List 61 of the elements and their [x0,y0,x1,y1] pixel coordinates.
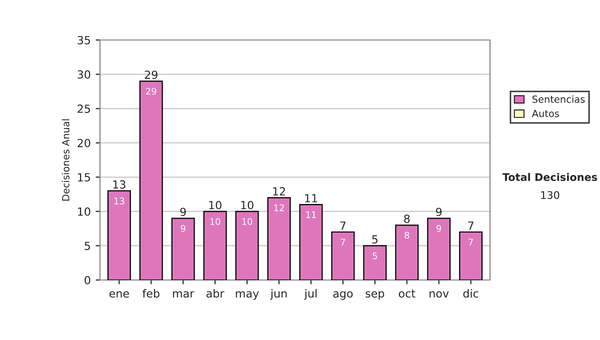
total-label: 5 [372,235,378,244]
bar [235,210,259,280]
text: Total Decisiones [502,172,598,182]
x-tick-label: nov [430,291,449,298]
total-label: 29 [144,70,158,79]
data-label: 11 [306,211,316,218]
total-label: 12 [273,187,285,196]
data-label: 29 [146,88,156,95]
y-tick-label: 20 [78,138,90,148]
y-tick-label: 25 [78,104,90,113]
y-tick-label: 5 [84,242,90,250]
x-tick-label: oct [398,290,416,298]
bar [171,218,195,280]
data-label: 7 [468,238,473,246]
legend-label: Autos [532,110,560,118]
bar [395,224,419,280]
bar [331,231,355,280]
data-label: 7 [340,238,346,246]
y-tick-label: 35 [78,36,90,44]
data-label: 10 [210,218,220,225]
data-label: 9 [180,224,186,232]
x-tick-label: ene [109,291,129,298]
data-label: 13 [114,198,124,204]
total-label: 13 [113,180,126,189]
total-label: 7 [340,222,346,230]
y-tick-label: 10 [78,207,90,216]
x-tick-label: jul [304,289,317,300]
data-label: 12 [274,204,284,212]
bar [459,231,483,280]
data-label: 8 [404,232,410,239]
total-label: 11 [305,194,318,202]
y-tick-label: 15 [78,173,90,182]
bar [267,197,291,280]
total-label: 7 [468,222,474,230]
x-tick-label: jun [270,289,287,300]
x-tick-label: feb [142,289,160,298]
bar [203,210,227,280]
total-label: 8 [404,214,410,223]
total-label: 9 [436,208,442,216]
y-tick-label: 30 [78,70,90,79]
y-axis-title: Decisiones Anual [62,119,70,201]
x-tick-label: abr [206,289,224,298]
x-tick-label: ago [333,291,353,300]
bar [299,204,323,280]
legend-label: Sentencias [532,95,585,103]
total-label: 10 [241,200,254,210]
data-label: 9 [436,224,442,232]
bar [427,218,451,280]
x-tick-label: dic [463,289,478,298]
total-label: 9 [180,208,186,216]
text: 130 [541,191,560,200]
total-label: 10 [209,200,222,210]
x-tick-label: may [236,291,259,300]
x-tick-label: mar [173,291,194,298]
y-tick-label: 0 [84,276,90,284]
x-tick-label: sep [366,291,384,300]
data-label: 10 [242,218,252,225]
bar [107,190,131,280]
bar [363,245,387,280]
bar [139,80,163,280]
data-label: 5 [372,252,377,260]
